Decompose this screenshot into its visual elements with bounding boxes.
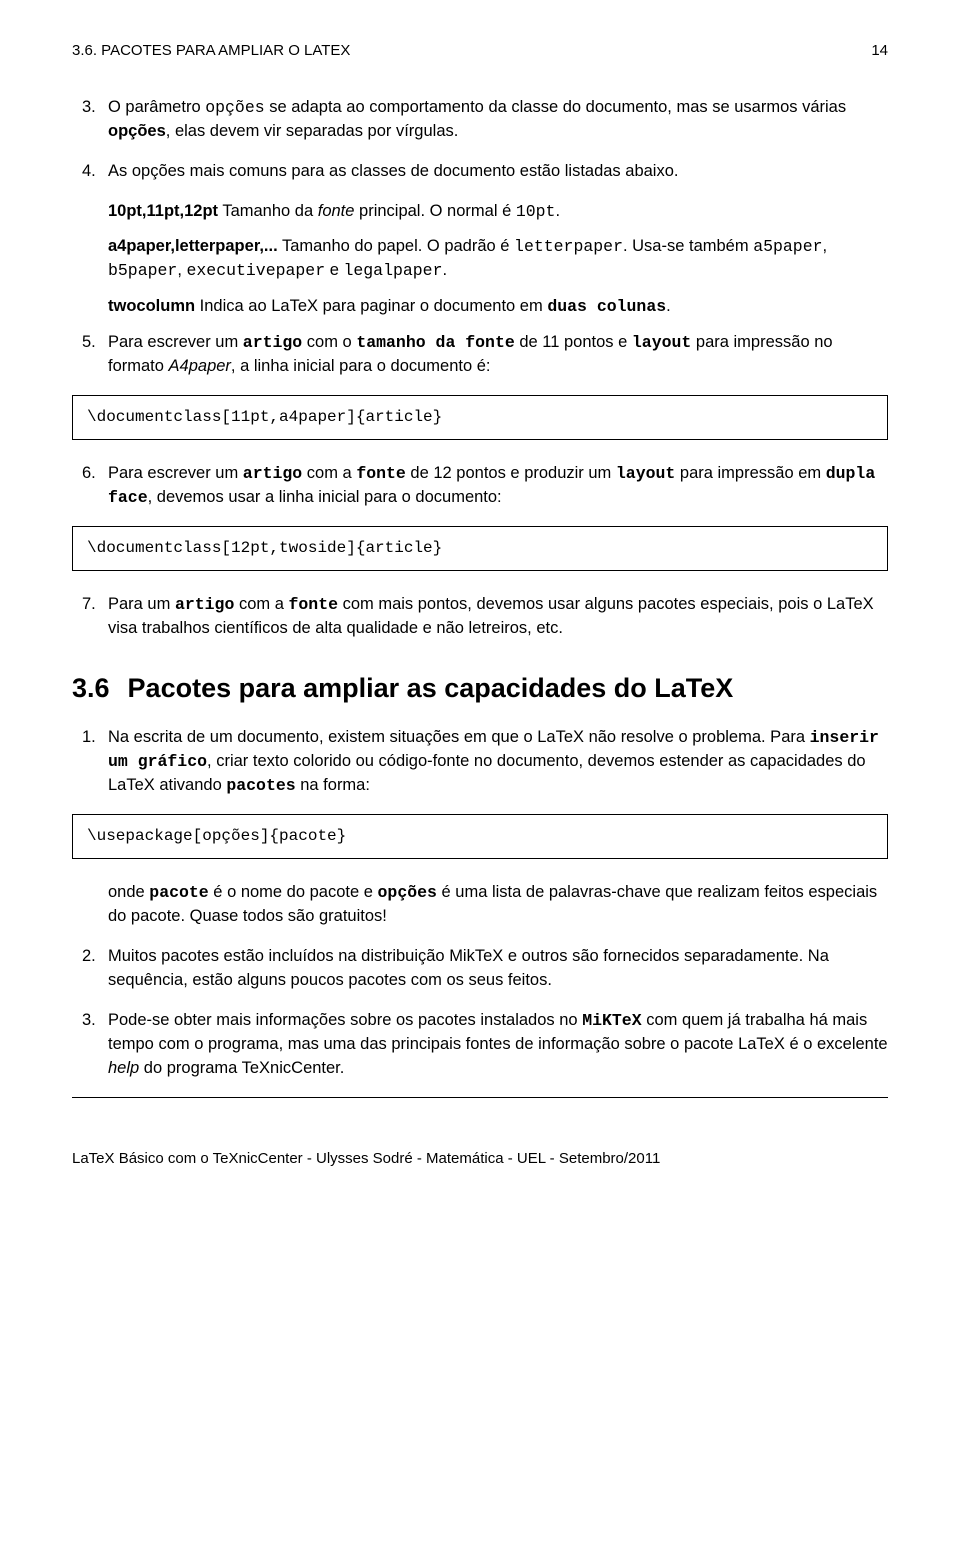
item-number: 4. [82, 160, 96, 184]
bold-mono: pacotes [226, 776, 295, 795]
text: com o [302, 333, 356, 351]
section-item-3: 3. Pode-se obter mais informações sobre … [72, 1009, 888, 1081]
item-number: 7. [82, 593, 96, 617]
section-title: Pacotes para ampliar as capacidades do L… [128, 673, 734, 703]
bold-mono: duas colunas [547, 297, 666, 316]
italic-text: fonte [318, 202, 355, 220]
text: do programa TeXnicCenter. [139, 1059, 344, 1077]
def-term: a4paper,letterpaper,... [108, 237, 278, 255]
bold-mono: pacote [149, 883, 208, 902]
bold-text: opções [108, 122, 166, 140]
section-item-2: 2. Muitos pacotes estão incluídos na dis… [72, 945, 888, 993]
item-number: 6. [82, 462, 96, 486]
def-term: 10pt,11pt,12pt [108, 202, 218, 220]
item-number: 1. [82, 726, 96, 750]
text: onde [108, 883, 149, 901]
list-item-6: 6. Para escrever um artigo com a fonte d… [72, 462, 888, 510]
code-inline: b5paper [108, 261, 177, 280]
code-block-3: \usepackage[opções]{pacote} [72, 814, 888, 859]
text: Pode-se obter mais informações sobre os … [108, 1011, 582, 1029]
list-item-7: 7. Para um artigo com a fonte com mais p… [72, 593, 888, 641]
page-footer: LaTeX Básico com o TeXnicCenter - Ulysse… [72, 1148, 888, 1170]
text: Para escrever um [108, 333, 243, 351]
item-number: 5. [82, 331, 96, 355]
section-heading: 3.6 Pacotes para ampliar as capacidades d… [72, 669, 888, 708]
section-number: 3.6 [72, 673, 110, 703]
footer-rule [72, 1097, 888, 1098]
bold-mono: tamanho da fonte [356, 333, 514, 352]
item-number: 3. [82, 96, 96, 120]
bold-mono: artigo [243, 464, 302, 483]
bold-mono: layout [616, 464, 675, 483]
italic-text: help [108, 1059, 139, 1077]
bold-mono: layout [632, 333, 691, 352]
text: Muitos pacotes estão incluídos na distri… [108, 947, 829, 989]
bold-mono: MiKTeX [582, 1011, 641, 1030]
text: com a [234, 595, 288, 613]
header-section: 3.6. PACOTES PARA AMPLIAR O LATEX [72, 40, 350, 62]
text: Tamanho do papel. O padrão é [278, 237, 514, 255]
text: Para um [108, 595, 175, 613]
text: , [823, 237, 828, 255]
text: . [443, 261, 448, 279]
text: se adapta ao comportamento da classe do … [265, 98, 846, 116]
header-page-number: 14 [871, 40, 888, 62]
bold-mono: artigo [243, 333, 302, 352]
code-inline: legalpaper [343, 261, 442, 280]
text: . [555, 202, 560, 220]
text: As opções mais comuns para as classes de… [108, 162, 678, 180]
code-inline: letterpaper [514, 237, 623, 256]
page-header: 3.6. PACOTES PARA AMPLIAR O LATEX 14 [72, 40, 888, 62]
text: principal. O normal é [354, 202, 515, 220]
def-term: twocolumn [108, 297, 195, 315]
text: de 12 pontos e produzir um [406, 464, 616, 482]
italic-text: A4paper [169, 357, 231, 375]
list-item-4: 4. As opções mais comuns para as classes… [72, 160, 888, 184]
code-inline: executivepaper [186, 261, 325, 280]
definition-fontsize: 10pt,11pt,12pt Tamanho da fonte principa… [108, 200, 888, 224]
bold-mono: fonte [288, 595, 338, 614]
text: , a linha inicial para o documento é: [231, 357, 491, 375]
bold-mono: opções [378, 883, 437, 902]
code-inline: 10pt [516, 202, 556, 221]
text: na forma: [296, 776, 370, 794]
code-inline: a5paper [753, 237, 822, 256]
list-item-5: 5. Para escrever um artigo com o tamanho… [72, 331, 888, 379]
text: , elas devem vir separadas por vírgulas. [166, 122, 459, 140]
text: e [325, 261, 343, 279]
text: Tamanho da [218, 202, 318, 220]
text: , devemos usar a linha inicial para o do… [148, 488, 502, 506]
code-block-2: \documentclass[12pt,twoside]{article} [72, 526, 888, 571]
text: de 11 pontos e [515, 333, 632, 351]
list-item-3: 3. O parâmetro opções se adapta ao compo… [72, 96, 888, 144]
item-number: 3. [82, 1009, 96, 1033]
text: para impressão em [675, 464, 825, 482]
text: com a [302, 464, 356, 482]
text: Indica ao LaTeX para paginar o documento… [195, 297, 547, 315]
text: Na escrita de um documento, existem situ… [108, 728, 810, 746]
section-item-1-cont: onde pacote é o nome do pacote e opções … [72, 881, 888, 929]
text: é o nome do pacote e [209, 883, 378, 901]
item-number: 2. [82, 945, 96, 969]
definition-paper: a4paper,letterpaper,... Tamanho do papel… [108, 235, 888, 283]
bold-mono: artigo [175, 595, 234, 614]
text: . Usa-se também [623, 237, 753, 255]
text: O parâmetro [108, 98, 205, 116]
text: . [666, 297, 671, 315]
definition-twocolumn: twocolumn Indica ao LaTeX para paginar o… [108, 295, 888, 319]
bold-mono: fonte [356, 464, 406, 483]
code-inline: opções [205, 98, 264, 117]
text: Para escrever um [108, 464, 243, 482]
section-item-1: 1. Na escrita de um documento, existem s… [72, 726, 888, 798]
text: , criar texto colorido ou código-fonte n… [108, 752, 866, 794]
code-block-1: \documentclass[11pt,a4paper]{article} [72, 395, 888, 440]
